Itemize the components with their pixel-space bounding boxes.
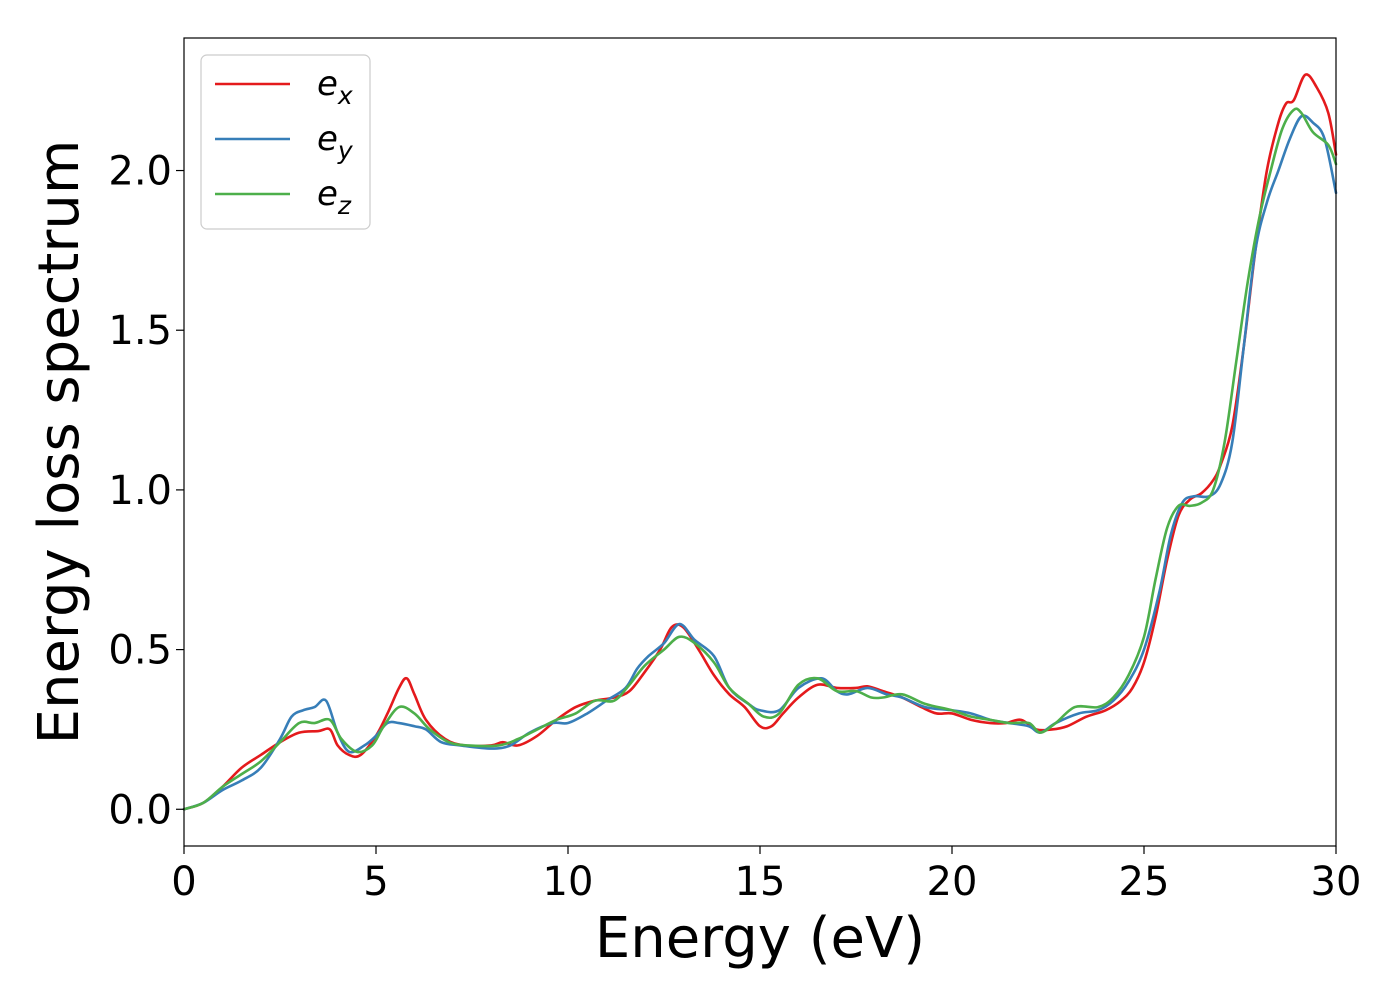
x-tick-label: 25 [1119, 859, 1170, 905]
series-line-x [182, 73, 1338, 811]
x-tick-label: 10 [543, 859, 594, 905]
legend: ex ey ez [200, 54, 371, 230]
x-tick-label: 0 [171, 859, 196, 905]
y-tick-label: 2.0 [108, 149, 172, 195]
x-tick-label: 5 [363, 859, 388, 905]
x-tick-label: 15 [735, 859, 786, 905]
x-axis-ticks: 0 5 10 15 20 25 30 [171, 846, 1361, 905]
y-axis-ticks: 0.0 0.5 1.0 1.5 2.0 [108, 149, 184, 833]
y-axis-title: Energy loss spectrum [27, 140, 92, 745]
series-line-y [182, 114, 1338, 811]
x-tick-label: 20 [927, 859, 978, 905]
series-line-z [182, 107, 1338, 811]
legend-box [200, 54, 371, 230]
legend-label-z: ez [317, 174, 352, 220]
y-tick-label: 1.5 [108, 308, 172, 354]
series-layer [182, 73, 1338, 811]
y-tick-label: 1.0 [108, 468, 172, 514]
legend-label-x: ex [317, 64, 353, 110]
y-tick-label: 0.0 [108, 787, 172, 833]
x-axis-title: Energy (eV) [595, 906, 925, 971]
y-tick-label: 0.5 [108, 628, 172, 674]
x-tick-label: 30 [1311, 859, 1362, 905]
legend-label-y: ey [317, 119, 354, 165]
